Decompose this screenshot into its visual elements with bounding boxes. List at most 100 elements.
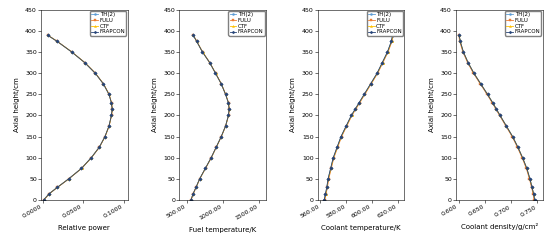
CTF (324, 186, 330, 189)
FULU (493, 108, 499, 111)
TH(2) (108, 114, 115, 117)
CTF (471, 72, 477, 75)
CTF (328, 167, 334, 170)
CTF (456, 34, 463, 37)
FRAPCON (356, 101, 362, 104)
FULU (356, 101, 363, 104)
CTF (92, 72, 99, 75)
FULU (390, 34, 397, 37)
FRAPCON (527, 177, 533, 180)
FRAPCON (471, 72, 477, 75)
FULU (489, 101, 495, 104)
FRAPCON (225, 114, 232, 117)
CTF (390, 34, 396, 37)
Line: CTF: CTF (458, 34, 536, 201)
TH(2) (389, 34, 396, 37)
FRAPCON (46, 192, 53, 195)
CTF (484, 93, 491, 96)
FRAPCON (388, 40, 395, 43)
TH(2) (327, 167, 334, 170)
FRAPCON (374, 72, 380, 75)
FULU (65, 177, 72, 180)
FRAPCON (530, 192, 537, 195)
CTF (46, 192, 53, 195)
TH(2) (190, 192, 196, 195)
CTF (190, 192, 197, 195)
FULU (46, 192, 53, 195)
TH(2) (65, 177, 72, 180)
FULU (54, 186, 61, 189)
CTF (322, 192, 329, 195)
FULU (202, 167, 209, 170)
Y-axis label: Axial height/cm: Axial height/cm (14, 78, 20, 132)
FULU (330, 156, 337, 159)
FRAPCON (532, 199, 538, 202)
FRAPCON (330, 156, 336, 159)
TH(2) (530, 192, 537, 195)
TH(2) (54, 186, 60, 189)
FRAPCON (190, 192, 196, 195)
TH(2) (361, 93, 368, 96)
FRAPCON (96, 146, 102, 149)
Legend: TH(2), FULU, CTF, FRAPCON: TH(2), FULU, CTF, FRAPCON (505, 11, 541, 36)
X-axis label: Coolant density/g/cm²: Coolant density/g/cm² (461, 223, 538, 230)
FRAPCON (493, 108, 500, 111)
Legend: TH(2), FULU, CTF, FRAPCON: TH(2), FULU, CTF, FRAPCON (367, 11, 403, 36)
Y-axis label: Axial height/cm: Axial height/cm (429, 78, 435, 132)
FULU (380, 61, 386, 64)
TH(2) (356, 101, 362, 104)
FRAPCON (460, 51, 467, 53)
FRAPCON (352, 108, 358, 111)
FULU (519, 156, 526, 159)
CTF (356, 101, 363, 104)
FRAPCON (384, 51, 391, 53)
CTF (527, 177, 533, 180)
FRAPCON (222, 125, 229, 128)
Line: FULU: FULU (42, 34, 113, 201)
CTF (44, 34, 51, 37)
FRAPCON (456, 34, 463, 37)
CTF (465, 61, 471, 64)
TH(2) (529, 186, 535, 189)
CTF (78, 167, 85, 170)
FRAPCON (343, 125, 350, 128)
FULU (109, 108, 116, 111)
TH(2) (532, 199, 538, 202)
FULU (385, 51, 391, 53)
CTF (352, 108, 359, 111)
FRAPCON (193, 40, 200, 43)
Y-axis label: Axial height/cm: Axial height/cm (290, 78, 296, 132)
FULU (326, 177, 332, 180)
FULU (196, 177, 203, 180)
FRAPCON (465, 61, 471, 64)
FRAPCON (193, 186, 199, 189)
TH(2) (78, 167, 85, 170)
Line: FRAPCON: FRAPCON (42, 34, 113, 201)
Line: FULU: FULU (190, 34, 231, 201)
FULU (190, 34, 197, 37)
CTF (218, 135, 225, 138)
FRAPCON (523, 167, 530, 170)
CTF (325, 177, 332, 180)
Line: FRAPCON: FRAPCON (458, 34, 536, 201)
FRAPCON (106, 125, 112, 128)
Line: CTF: CTF (42, 34, 113, 201)
FULU (349, 114, 355, 117)
TH(2) (109, 108, 116, 111)
TH(2) (477, 82, 484, 85)
X-axis label: Relative power: Relative power (59, 225, 110, 231)
CTF (520, 156, 526, 159)
FRAPCON (190, 34, 196, 37)
TH(2) (88, 156, 94, 159)
CTF (532, 199, 538, 202)
FRAPCON (68, 51, 75, 53)
CTF (374, 72, 381, 75)
FRAPCON (225, 101, 232, 104)
FRAPCON (379, 61, 386, 64)
FULU (503, 125, 509, 128)
TH(2) (199, 51, 206, 53)
TH(2) (497, 114, 504, 117)
FULU (464, 61, 471, 64)
Line: CTF: CTF (323, 34, 394, 201)
TH(2) (352, 108, 358, 111)
